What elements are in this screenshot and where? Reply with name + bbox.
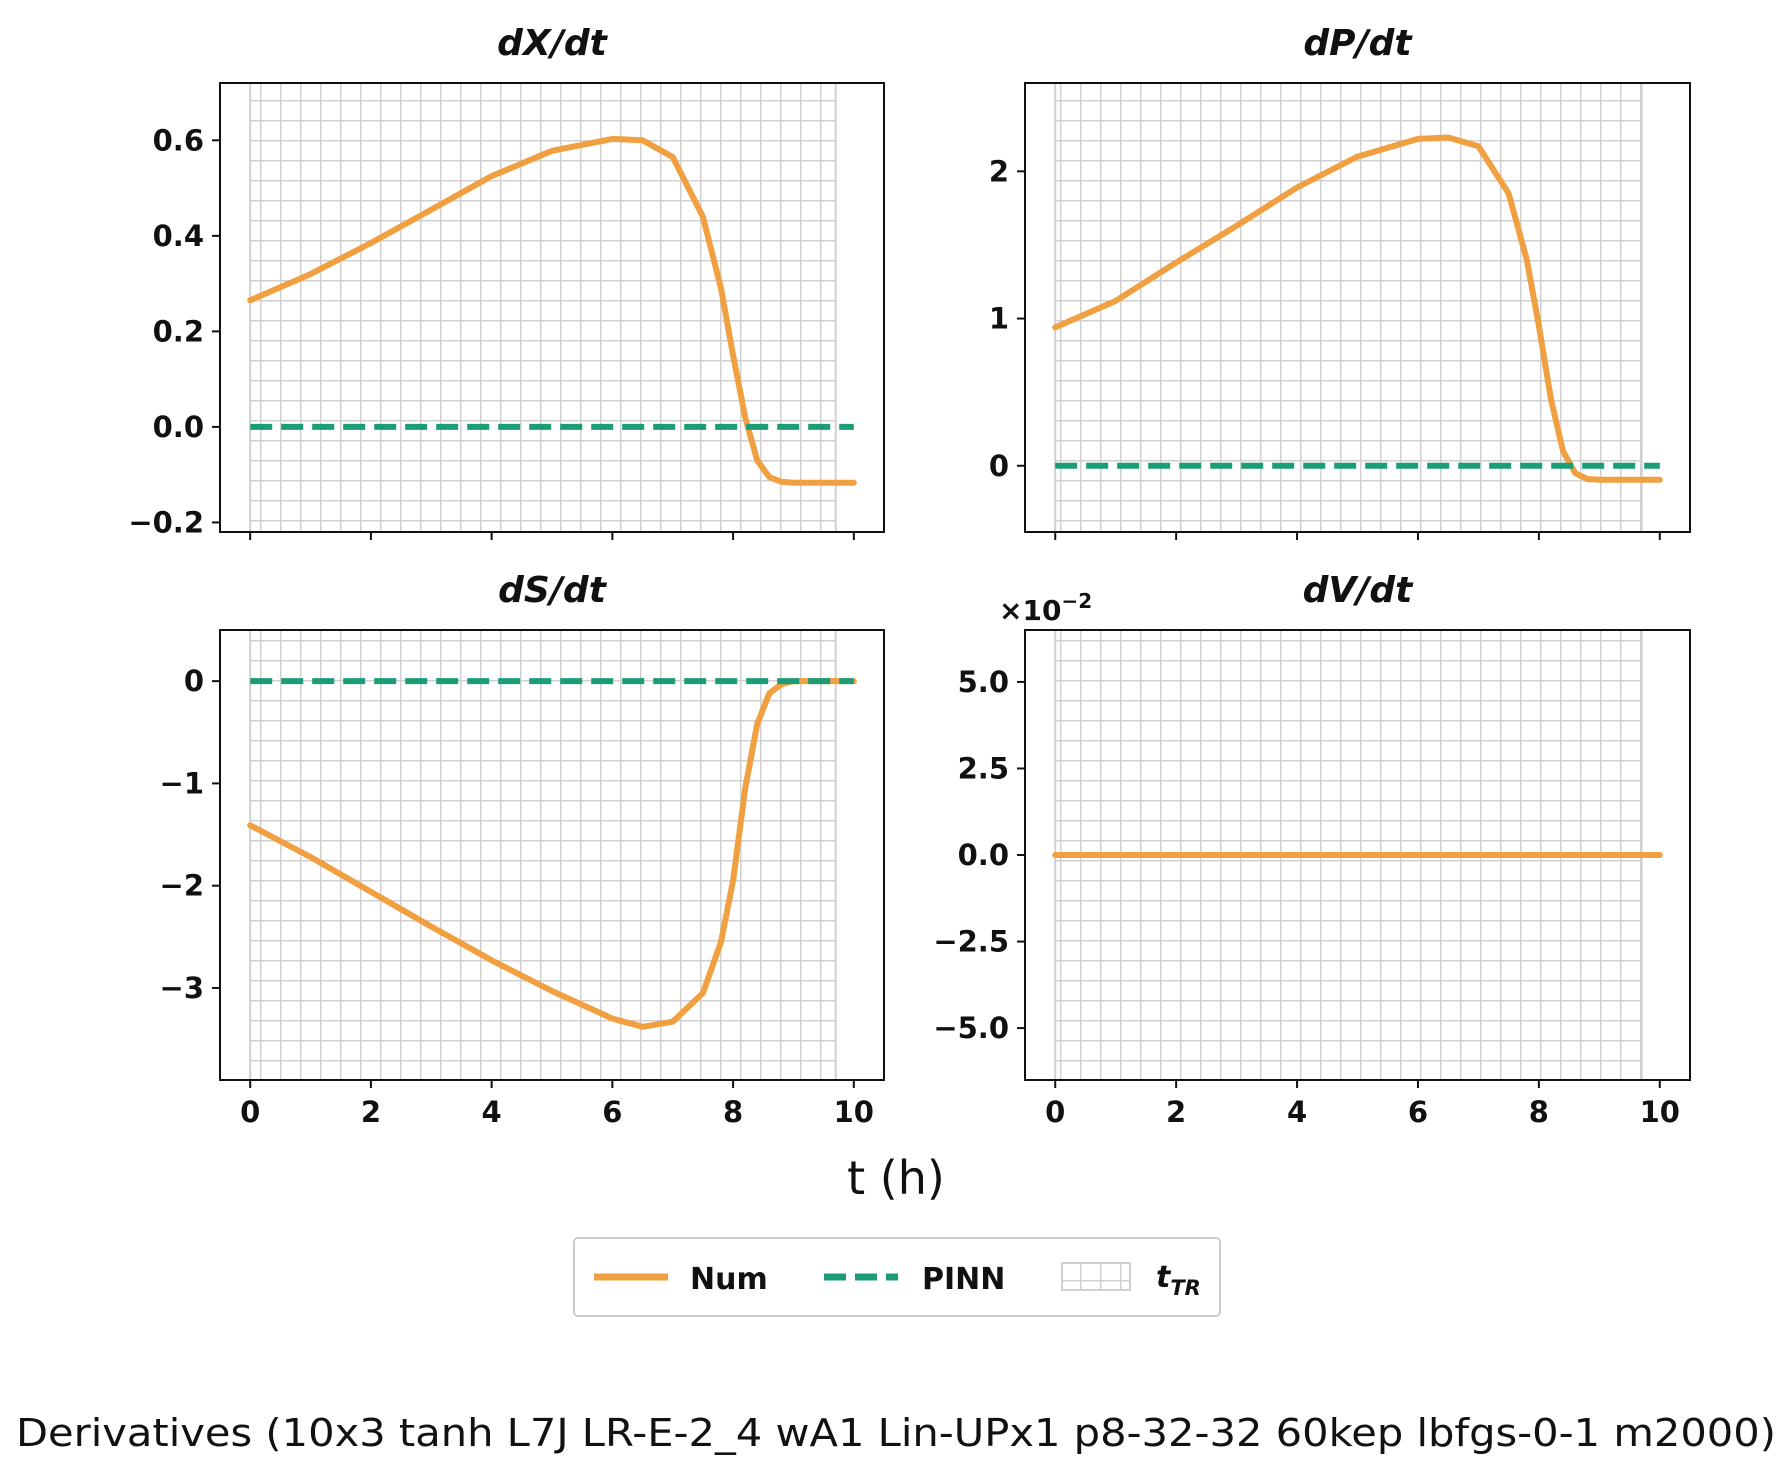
legend-num-label: Num [690, 1262, 768, 1297]
dsdt-x-tick-label: 10 [834, 1095, 874, 1129]
legend-training-label: tTR [1156, 1260, 1201, 1300]
dvdt-offset-base: ×10 [999, 594, 1061, 627]
dpdt-training-region [1054, 82, 1643, 533]
dsdt-y-tick-label: −3 [160, 971, 204, 1005]
dpdt-y-tick-label: 2 [989, 154, 1009, 188]
dvdt-x-tick-label: 4 [1287, 1095, 1307, 1129]
dsdt-x-tick-label: 2 [361, 1095, 381, 1129]
dpdt-title: dP/dt [1303, 23, 1413, 64]
dsdt-y-tick-label: −2 [160, 869, 204, 903]
subplot-dxdt: −0.2 0.0 0.2 0.4 0.6 dX/dt [128, 23, 885, 540]
subplot-dvdt: 0 2 4 6 8 10 −5.0 −2.5 0.0 2.5 5.0 dV/dt ×10−2 [933, 570, 1691, 1129]
dpdt-series-num-line [1052, 134, 1663, 483]
dvdt-offset-exponent: −2 [1061, 589, 1092, 613]
dxdt-title: dX/dt [497, 23, 608, 64]
dsdt-y-tick-label: −1 [160, 766, 204, 800]
dpdt-y-tick-label: 1 [989, 302, 1009, 336]
dsdt-x-tick-label: 0 [240, 1095, 260, 1129]
dxdt-y-tick-label: 0.6 [153, 123, 204, 157]
dvdt-title: dV/dt [1303, 570, 1415, 611]
dvdt-y-tick-label: 2.5 [958, 751, 1009, 785]
dvdt-x-tick-label: 0 [1045, 1095, 1065, 1129]
legend: Num PINN tTR [573, 1237, 1221, 1317]
dvdt-y-tick-label: −5.0 [933, 1011, 1009, 1045]
dvdt-offset-label: ×10−2 [999, 589, 1092, 627]
dsdt-x-tick-label: 8 [723, 1095, 743, 1129]
dsdt-axes-frame [219, 629, 885, 1081]
legend-pinn-label: PINN [922, 1262, 1005, 1297]
dsdt-title: dS/dt [498, 570, 608, 611]
dxdt-y-tick-label: 0.0 [153, 410, 204, 444]
dvdt-x-tick-label: 2 [1166, 1095, 1186, 1129]
dpdt-y-tick-label: 0 [989, 449, 1009, 483]
dxdt-y-tick-label: 0.2 [153, 314, 204, 348]
dxdt-axes-frame [219, 82, 885, 533]
x-axis-label: t (h) [847, 1151, 945, 1205]
subplot-dpdt: 0 1 2 dP/dt [989, 23, 1691, 540]
subplot-dsdt: 0 2 4 6 8 10 −3 −2 −1 0 dS/dt [160, 570, 885, 1129]
dsdt-training-region [249, 629, 837, 1081]
dvdt-x-tick-label: 6 [1408, 1095, 1428, 1129]
dvdt-y-tick-label: 5.0 [958, 665, 1009, 699]
dvdt-y-tick-label: 0.0 [958, 838, 1009, 872]
dvdt-x-tick-label: 8 [1529, 1095, 1549, 1129]
dsdt-y-tick-label: 0 [184, 664, 204, 698]
dvdt-y-tick-label: −2.5 [933, 925, 1009, 959]
dvdt-x-tick-label: 10 [1640, 1095, 1680, 1129]
dxdt-y-tick-label: 0.4 [153, 219, 204, 253]
dpdt-axes-frame [1024, 82, 1691, 533]
dxdt-y-tick-label: −0.2 [128, 505, 204, 539]
legend-training-swatch [1061, 1262, 1131, 1291]
dxdt-series-num-line [247, 135, 857, 486]
dsdt-x-tick-label: 4 [482, 1095, 502, 1129]
dsdt-x-tick-label: 6 [602, 1095, 622, 1129]
figure-suptitle: Derivatives (10x3 tanh L7J LR-E-2_4 wA1 … [16, 1411, 1776, 1455]
dxdt-training-region [249, 82, 837, 533]
dsdt-series-num-line [247, 678, 857, 1030]
